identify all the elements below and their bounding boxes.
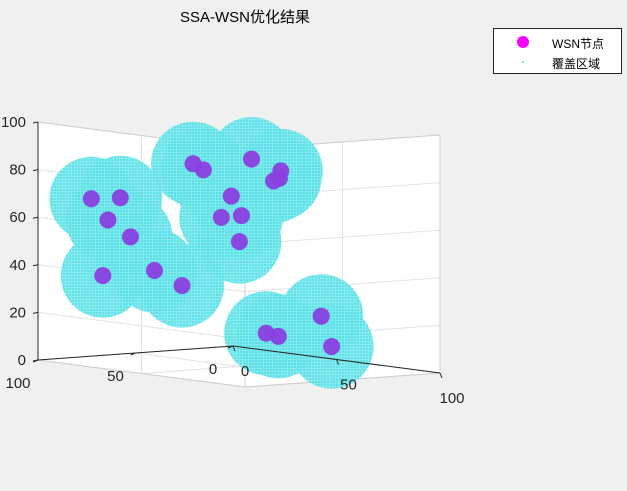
y-tick-label: 50: [107, 368, 124, 385]
wsn-node-marker: [121, 228, 139, 246]
x-tick-mark: [439, 372, 443, 379]
y-tick-mark: [227, 345, 234, 349]
z-tick-label: 0: [18, 352, 26, 369]
box-edge: [37, 359, 246, 388]
wsn-node-marker: [82, 190, 100, 208]
z-tick-mark: [32, 311, 39, 314]
z-tick-mark: [32, 169, 39, 172]
wsn-node-marker: [243, 150, 261, 168]
wsn-node-marker: [272, 162, 290, 180]
axes-front: [32, 121, 443, 379]
chart-title: SSA-WSN优化结果: [180, 9, 310, 26]
wsn-node-marker: [222, 187, 240, 205]
y-tick-mark: [130, 352, 136, 356]
legend-coverage-marker: [522, 61, 524, 63]
wsn-node-marker: [99, 211, 117, 229]
wsn-node-marker: [323, 338, 341, 356]
legend: WSN节点 覆盖区域: [493, 28, 622, 74]
z-tick-label: 100: [1, 114, 26, 131]
nodes-layer: [82, 150, 341, 356]
wsn-node-marker: [212, 208, 230, 226]
z-tick-mark: [32, 359, 39, 362]
z-tick-mark: [32, 121, 39, 124]
wsn-node-marker: [111, 189, 129, 207]
legend-label-nodes: WSN节点: [552, 37, 604, 51]
wsn-node-marker: [173, 277, 191, 295]
tick-labels: 0 50 100 0 50 100 0 20 40 60 80 100: [1, 114, 465, 407]
x-tick-label: 50: [340, 377, 357, 394]
x-tick-mark: [336, 359, 339, 365]
wsn-node-marker: [230, 233, 248, 251]
x-tick-label: 0: [241, 363, 249, 380]
wsn-node-marker: [194, 161, 212, 179]
y-tick-label: 100: [5, 375, 30, 392]
wsn-node-marker: [312, 307, 330, 325]
z-tick-label: 60: [9, 209, 26, 226]
x-tick-label: 100: [439, 390, 464, 407]
legend-label-coverage: 覆盖区域: [552, 57, 601, 71]
z-tick-mark: [32, 216, 39, 219]
y-tick-label: 0: [209, 361, 217, 378]
wsn-node-marker: [232, 207, 250, 225]
legend-entry-coverage: 覆盖区域: [494, 52, 621, 72]
x-tick-mark: [232, 345, 236, 352]
z-tick-mark: [32, 264, 39, 267]
legend-entry-nodes: WSN节点: [494, 32, 621, 52]
z-tick-label: 20: [9, 304, 26, 321]
z-tick-label: 40: [9, 257, 26, 274]
wsn-node-marker: [257, 324, 275, 342]
legend-node-marker: [517, 36, 529, 48]
grid-line: [37, 311, 246, 340]
z-tick-label: 80: [9, 162, 26, 179]
wsn-node-marker: [145, 262, 163, 280]
wsn-node-marker: [94, 267, 112, 285]
